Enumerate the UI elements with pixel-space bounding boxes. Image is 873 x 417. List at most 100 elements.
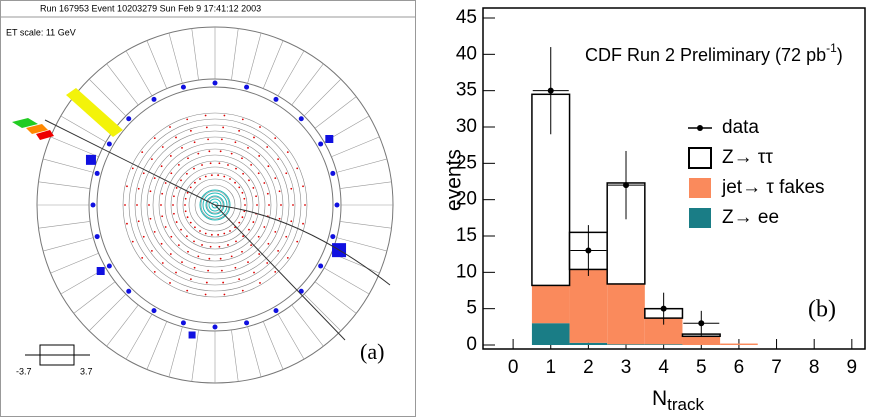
hit [243,197,246,200]
y-tick-label: 45 [456,7,477,28]
hit [177,163,180,166]
vertex-layer [208,198,222,212]
hit [175,136,177,139]
hit [161,262,164,264]
hit [184,197,187,200]
hit [189,186,192,189]
tower-edge [314,281,357,314]
hit [256,204,258,206]
hit [210,233,213,236]
hit [141,151,144,153]
hit [302,185,304,188]
hit [169,253,172,255]
hit [268,204,270,206]
hit [266,192,269,195]
hit [235,167,237,170]
event-display: Run 167953 Event 10203279 Sun Feb 9 17:4… [0,0,416,417]
hit [204,175,207,178]
hit [209,245,212,248]
yellow-tower [66,88,123,137]
hit [238,129,241,132]
hit [247,261,249,264]
vertex-layer [199,189,231,221]
legend-swatch [688,147,712,169]
hit [175,221,178,223]
tracker-layer [140,130,290,280]
hit [180,228,182,231]
hit [172,204,174,206]
hit [267,165,270,168]
hit [199,178,201,180]
tower-edge [339,181,392,189]
hit [229,230,231,232]
hit [274,137,277,140]
blue-tower [90,202,96,208]
blue-tower [180,320,186,326]
hit [241,250,243,253]
hit [153,230,156,233]
vertex-layer [202,192,228,218]
blue-tower [330,234,336,240]
hit [126,185,128,188]
tower-edge [146,321,168,370]
hit [186,216,189,219]
hit [199,230,201,232]
hit [204,232,207,235]
hit [164,226,167,228]
hit [137,187,140,190]
hit [274,230,277,233]
hit [177,244,180,247]
y-axis-label: events [443,149,466,211]
blue-tower [94,170,100,176]
hit [252,221,255,223]
hit [207,269,210,272]
tracker-layer [206,196,224,214]
hit [153,177,156,180]
hit [170,235,173,238]
hit [150,249,153,252]
plot-frame [482,7,866,350]
hit [278,190,281,193]
hit [242,172,245,175]
hit [266,262,269,264]
hit [124,204,126,206]
hit [234,141,237,144]
track [44,119,216,206]
tower-edge [336,158,388,173]
track [214,204,391,286]
y-tick-label: 30 [456,116,477,137]
data-point [585,247,592,254]
bar-segment [720,343,758,345]
x-tick-label: 2 [583,357,594,378]
tower-edge [38,221,91,229]
et-marker [26,124,48,134]
hit [136,204,138,206]
hit [277,249,280,252]
hit [290,187,293,190]
blue-tower [85,154,96,165]
tower-edge [262,40,284,89]
tracker-layer [122,112,308,298]
tower-edge [231,329,239,382]
tracker-layer [188,178,242,232]
hit [241,216,244,219]
hit [161,215,164,218]
hit [193,167,195,170]
hit [257,235,260,238]
blue-tower [212,324,218,330]
hit [160,242,163,245]
hit [274,270,277,273]
hit [131,240,134,243]
blue-tower [94,234,100,240]
x-tick-label: 6 [734,357,745,378]
tracker-layer [134,124,296,286]
hit [263,226,266,228]
hit [290,220,293,223]
hit [170,172,173,175]
tower-edge [125,313,153,360]
panel-label: (b) [808,297,836,323]
tower-edge [336,237,388,252]
tower-edge [303,78,342,117]
tracker-layer [158,148,272,262]
